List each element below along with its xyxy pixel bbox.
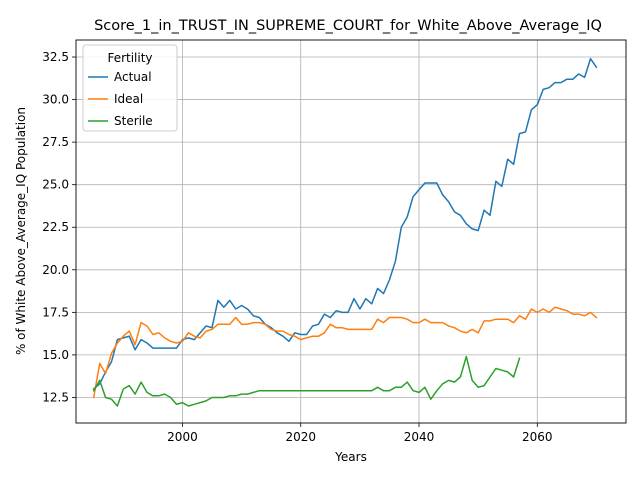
y-tick-label: 22.5 [42, 220, 69, 234]
legend: Fertility Actual Ideal Sterile [82, 44, 178, 132]
legend-entries: Actual Ideal Sterile [88, 70, 153, 128]
x-tick-label: 2060 [522, 430, 553, 444]
series-line-sterile [92, 355, 521, 407]
legend-label-sterile: Sterile [114, 114, 153, 128]
plot-frame [75, 39, 627, 424]
x-axis-label: Years [334, 450, 367, 464]
y-tick-label: 12.5 [42, 390, 69, 404]
y-tick-label: 17.5 [42, 305, 69, 319]
y-tick-label: 15.0 [42, 348, 69, 362]
grid-lines [76, 40, 626, 423]
y-tick-label: 30.0 [42, 93, 69, 107]
y-axis-label: % of White Above_Average_IQ Population [14, 107, 28, 355]
chart-title: Score_1_in_TRUST_IN_SUPREME_COURT_for_Wh… [94, 18, 602, 34]
legend-title: Fertility [107, 51, 152, 65]
y-tick-label: 32.5 [42, 50, 69, 64]
series-line-actual [92, 57, 598, 391]
y-tick-label: 25.0 [42, 178, 69, 192]
x-tick-label: 2020 [285, 430, 316, 444]
x-tick-label: 2040 [404, 430, 435, 444]
axis-ticks: 2000 2020 2040 2060 12.5 15.0 17.5 20.0 22.5 25.0… [42, 50, 552, 444]
legend-box [82, 44, 178, 132]
series-lines [92, 57, 598, 407]
y-tick-label: 20.0 [42, 263, 69, 277]
x-tick-label: 2000 [167, 430, 198, 444]
legend-label-actual: Actual [114, 70, 152, 84]
legend-label-ideal: Ideal [114, 92, 143, 106]
series-line-ideal [92, 306, 598, 399]
y-tick-label: 27.5 [42, 135, 69, 149]
